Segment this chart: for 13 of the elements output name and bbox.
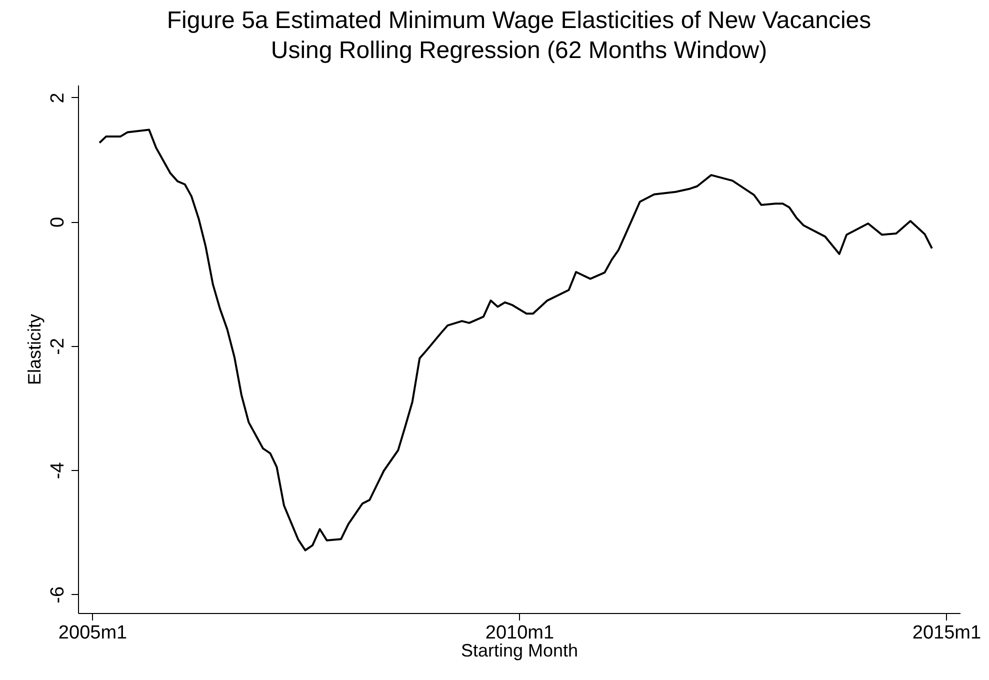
line-series [98,128,933,552]
y-tick-label: -2 [48,338,68,355]
y-tick-label: 2 [48,92,68,104]
x-tick-label: 2015m1 [912,622,982,644]
y-tick-label: -4 [48,462,68,480]
x-tick-label: 2005m1 [58,622,128,644]
y-tick-label: -6 [48,586,68,604]
x-axis-title: Starting Month [460,640,578,660]
y-axis-title: Elasticity [24,314,44,386]
y-tick-label: 0 [48,216,68,228]
x-tick-label: 2010m1 [485,622,554,644]
text: Using Rolling Regression (62 Months Window) [270,37,768,64]
text: Figure 5a Estimated Minimum Wage Elasticities of New Vacancies [166,7,872,34]
